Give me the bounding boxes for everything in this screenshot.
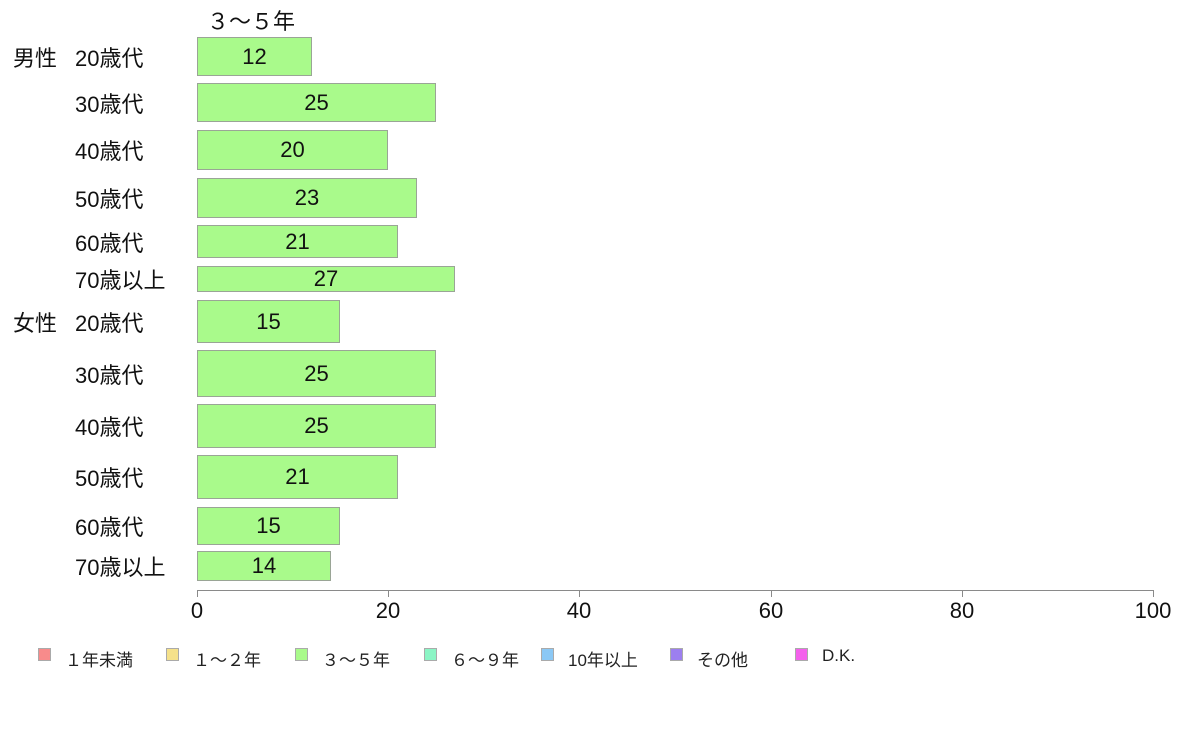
bar-value-label: 20 [280,137,305,162]
bar-value-label: 21 [285,464,310,489]
x-axis-tick-label: 80 [949,598,975,623]
bar: 27 [197,266,455,292]
category-label: 50歳代 [13,182,143,214]
bar: 14 [197,551,331,581]
x-axis-tick-label: 100 [1134,598,1172,623]
bar-value-label: 25 [304,413,329,438]
bar-value-label: 12 [242,43,267,69]
category-group-prefix: 女性 [13,310,58,336]
x-axis-tick [962,590,963,597]
category-label: 50歳代 [13,461,143,493]
x-axis-tick-label: 20 [375,598,401,623]
bar: 21 [197,455,398,499]
category-age-label: 20歳代 [75,45,144,71]
legend-label: 10年以上 [568,651,638,670]
bar: 20 [197,130,388,170]
x-axis-tick [388,590,389,597]
category-label: 60歳代 [13,510,143,542]
category-age-label: 30歳代 [75,362,144,388]
x-axis-tick-label: 0 [190,598,204,623]
bar-value-label: 23 [294,185,320,210]
legend-label: その他 [697,651,748,670]
bar: 15 [197,300,340,343]
bar-value-label: 15 [256,513,281,538]
category-age-label: 40歳代 [75,415,144,440]
category-age-label: 50歳代 [75,466,144,491]
category-label: 30歳代 [13,358,143,390]
bar: 25 [197,404,436,448]
category-label: 60歳代 [13,226,143,258]
bar-value-label: 25 [304,360,329,386]
x-axis-tick [1153,590,1154,597]
x-axis-line [197,590,1153,591]
category-age-label: 20歳代 [75,310,144,336]
x-axis-tick [579,590,580,597]
legend-swatch [38,648,51,661]
legend-label: ３〜５年 [322,651,390,670]
bar: 25 [197,83,436,122]
category-group-prefix: 男性 [13,45,58,71]
bar: 12 [197,37,312,76]
category-label: 70歳以上 [13,550,165,582]
category-label: 30歳代 [13,87,143,119]
legend-label: １年未満 [65,651,133,670]
x-axis-tick [197,590,198,597]
bar-value-label: 25 [304,89,329,115]
category-age-label: 60歳代 [75,230,144,256]
legend-swatch [670,648,683,661]
category-age-label: 50歳代 [75,187,144,212]
category-label: 40歳代 [13,134,143,166]
category-label: 40歳代 [13,410,143,442]
legend-swatch [795,648,808,661]
category-label: 女性 20歳代 [13,306,143,338]
legend-swatch [166,648,179,661]
legend-swatch [295,648,308,661]
category-age-label: 70歳以上 [75,268,166,293]
category-age-label: 60歳代 [75,515,144,540]
bar-value-label: 27 [313,266,339,291]
bar-value-label: 14 [251,553,277,578]
x-axis-tick-label: 60 [758,598,784,623]
bar: 23 [197,178,417,218]
bar: 15 [197,507,340,545]
category-age-label: 40歳代 [75,139,144,164]
legend-label: D.K. [822,646,856,665]
x-axis-tick [771,590,772,597]
category-label: 70歳以上 [13,263,165,295]
category-age-label: 30歳代 [75,91,144,117]
bar-value-label: 21 [285,228,310,254]
legend-swatch [424,648,437,661]
bar: 25 [197,350,436,397]
legend-label: １〜２年 [193,651,261,670]
chart-title: ３〜５年 [207,9,296,34]
legend-label: ６〜９年 [451,651,519,670]
category-label: 男性 20歳代 [13,41,143,73]
legend-swatch [541,648,554,661]
bar-value-label: 15 [256,308,281,334]
x-axis-tick-label: 40 [566,598,592,623]
category-age-label: 70歳以上 [75,555,166,580]
bar: 21 [197,225,398,258]
